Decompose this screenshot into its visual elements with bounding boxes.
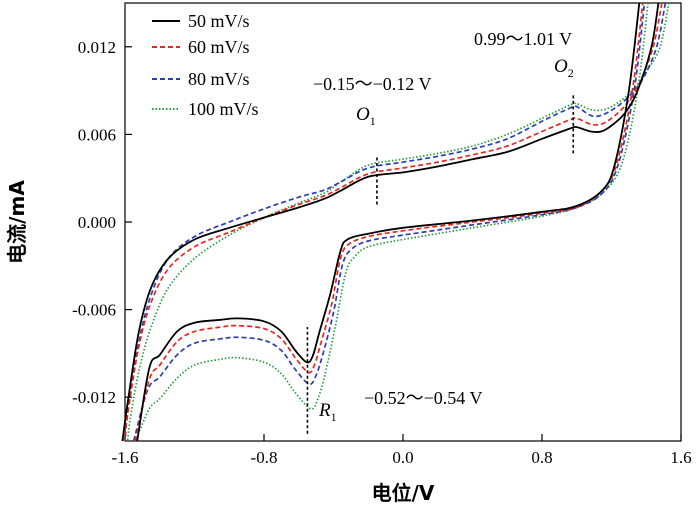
y-tick-label: 0.000 — [78, 213, 116, 232]
series-80-forward-line — [132, 2, 646, 442]
o2-peak-label: O2 — [554, 56, 574, 80]
legend-entry: 80 mV/s — [152, 69, 250, 89]
series-60-forward-line — [134, 2, 644, 442]
tick-labels: -1.6 -0.8 0.0 0.8 1.6 0.012 0.006 0.000 -0.006 -0… — [72, 38, 692, 467]
y-tick-label: -0.006 — [72, 301, 116, 320]
r1-peak-label: R1 — [318, 400, 337, 424]
o2-range-label: 0.99～1.01 V — [474, 29, 572, 49]
x-tick-label: 0.8 — [531, 448, 552, 467]
series-50-reverse-line — [121, 2, 660, 442]
y-tick-label: 0.006 — [78, 125, 116, 144]
o1-peak-label: O1 — [356, 104, 376, 128]
x-tick-label: -1.6 — [112, 448, 139, 467]
x-tick-label: -0.8 — [251, 448, 278, 467]
legend-label: 60 mV/s — [188, 37, 250, 57]
legend-label: 50 mV/s — [188, 11, 250, 31]
x-tick-label: 1.6 — [670, 448, 691, 467]
r1-range-label: −0.52～−0.54 V — [364, 388, 482, 408]
legend: 50 mV/s 60 mV/s 80 mV/s 100 mV/s — [152, 11, 259, 119]
legend-label: 100 mV/s — [188, 99, 259, 119]
legend-label: 80 mV/s — [188, 69, 250, 89]
y-axis-label: 电流/mA — [5, 180, 29, 264]
series-60-reverse-line — [123, 2, 663, 442]
o1-range-label: −0.15～−0.12 V — [313, 74, 431, 94]
legend-entry: 50 mV/s — [152, 11, 250, 31]
peak-markers — [306, 94, 575, 434]
cv-curves — [121, 2, 670, 442]
series-100-reverse-line — [126, 2, 670, 442]
x-tick-label: 0.0 — [392, 448, 413, 467]
y-tick-label: -0.012 — [72, 388, 116, 407]
annotations: 0.99～1.01 V O2 −0.15～−0.12 V O1 R1 −0.52… — [313, 29, 574, 424]
legend-entry: 100 mV/s — [152, 99, 259, 119]
y-tick-label: 0.012 — [78, 38, 116, 57]
x-axis-label: 电位/V — [372, 481, 435, 505]
series-50-forward-line — [136, 2, 641, 442]
legend-entry: 60 mV/s — [152, 37, 250, 57]
